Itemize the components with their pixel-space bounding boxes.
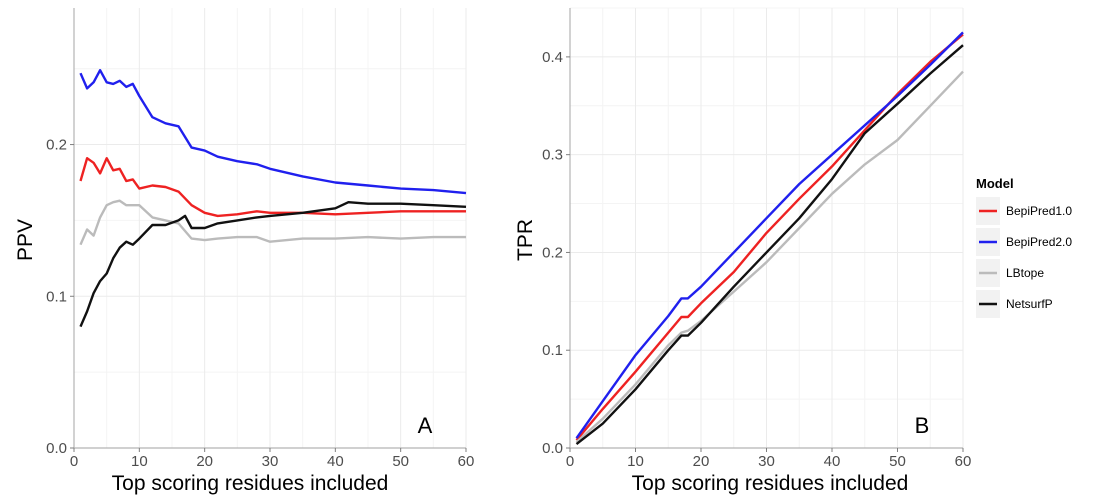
y-tick-label: 0.4 [542, 49, 563, 66]
panel-b-grid [569, 7, 964, 449]
x-tick-label: 0 [70, 453, 78, 470]
x-tick-label: 40 [824, 453, 841, 470]
panel-b-x-axis-title: Top scoring residues included [632, 472, 909, 495]
series-line-b-bepipred2-0 [575, 31, 964, 439]
series-line-b-netsurfp [575, 44, 964, 446]
x-tick-label: 30 [758, 453, 775, 470]
panel-b-series [575, 31, 964, 446]
x-tick-label: 10 [627, 453, 644, 470]
panel-b-ticks: 0 10 20 30 40 50 60 0.0 0.1 0.2 0.3 0.4 [542, 49, 971, 470]
x-tick-label: 20 [196, 453, 213, 470]
legend-entry-label: BepiPred1.0 [1006, 204, 1072, 218]
x-tick-label: 10 [131, 453, 148, 470]
panel-a-series [79, 69, 467, 328]
y-tick-label: 0.0 [46, 440, 67, 457]
panel-a-y-axis-title: PPV [14, 219, 37, 261]
legend-items: BepiPred1.0 BepiPred2.0 LBtope NetsurfP [976, 197, 1072, 318]
panel-b-label: B [915, 413, 930, 438]
series-line-a-lbtope [79, 199, 466, 246]
series-line-a-bepipred2-0 [79, 69, 467, 195]
y-tick-label: 0.1 [46, 288, 67, 305]
panel-a: 0 10 20 30 40 50 60 0.0 0.1 0.2 Top scoring resid… [14, 8, 474, 495]
x-tick-label: 0 [566, 453, 574, 470]
x-tick-label: 30 [262, 453, 279, 470]
legend-entry-label: LBtope [1006, 266, 1044, 280]
legend-title: Model [976, 176, 1014, 191]
x-tick-label: 50 [889, 453, 906, 470]
panel-a-x-axis-title: Top scoring residues included [112, 472, 389, 495]
panel-b: 0 10 20 30 40 50 60 0.0 0.1 0.2 0.3 0.4 Top scoring… [514, 7, 971, 495]
legend-entry-label: NetsurfP [1006, 297, 1053, 311]
y-tick-label: 0.2 [46, 137, 67, 154]
x-tick-label: 60 [458, 453, 475, 470]
x-tick-label: 50 [392, 453, 409, 470]
x-tick-label: 40 [327, 453, 344, 470]
legend: Model BepiPred1.0 BepiPred2.0 LBtope Netsur… [976, 176, 1072, 318]
series-line-a-bepipred1-0 [79, 157, 466, 218]
y-tick-label: 0.2 [542, 244, 563, 261]
x-tick-label: 20 [693, 453, 710, 470]
panel-b-y-axis-title: TPR [514, 219, 537, 261]
y-tick-label: 0.1 [542, 342, 563, 359]
panel-a-label: A [418, 413, 433, 438]
x-tick-label: 60 [955, 453, 972, 470]
series-line-a-netsurfp [79, 201, 467, 328]
y-tick-label: 0.0 [542, 440, 563, 457]
panel-a-ticks: 0 10 20 30 40 50 60 0.0 0.1 0.2 [46, 137, 474, 470]
panel-a-grid [73, 8, 467, 449]
series-line-b-lbtope [575, 70, 964, 443]
y-tick-label: 0.3 [542, 147, 563, 164]
legend-entry-label: BepiPred2.0 [1006, 235, 1072, 249]
